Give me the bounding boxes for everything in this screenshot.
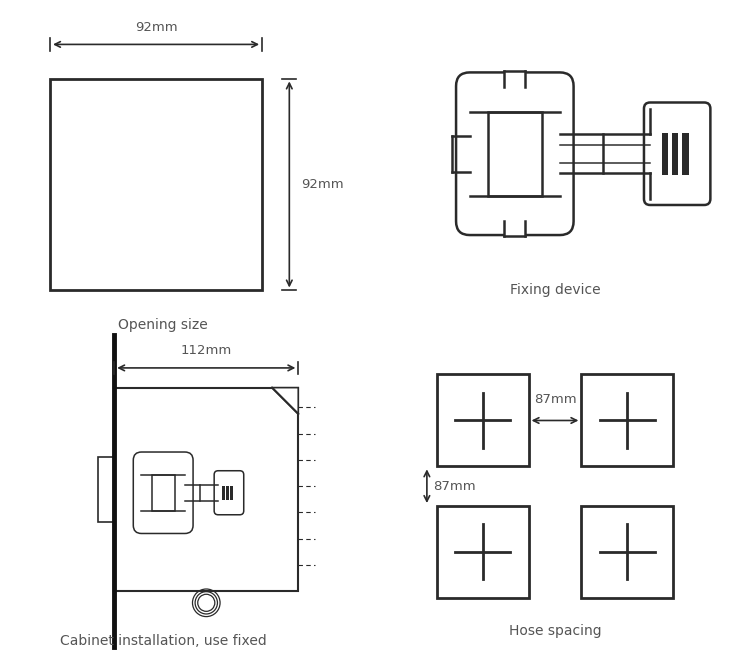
Text: Opening size: Opening size [118,317,208,332]
Polygon shape [272,388,298,414]
Text: Hose spacing: Hose spacing [509,623,602,638]
Bar [581,506,674,598]
Bar [230,486,232,500]
Bar [662,133,668,175]
Bar [50,79,262,290]
Bar [436,506,529,598]
Bar [504,72,525,87]
Bar [672,133,678,175]
Text: 87mm: 87mm [534,393,576,405]
Bar [98,457,114,522]
Text: Cabinet installation, use fixed: Cabinet installation, use fixed [60,633,267,648]
Text: Fixing device: Fixing device [510,283,600,298]
Bar [581,374,674,466]
Bar [152,474,175,511]
Bar [114,388,298,591]
Text: 92mm: 92mm [302,178,344,191]
Bar [223,486,225,500]
Text: 112mm: 112mm [181,344,232,357]
Text: 92mm: 92mm [135,21,178,34]
Bar [682,133,688,175]
Bar [488,112,542,196]
Bar [436,374,529,466]
Bar [504,221,525,236]
Bar [226,486,229,500]
Text: 87mm: 87mm [433,480,476,493]
